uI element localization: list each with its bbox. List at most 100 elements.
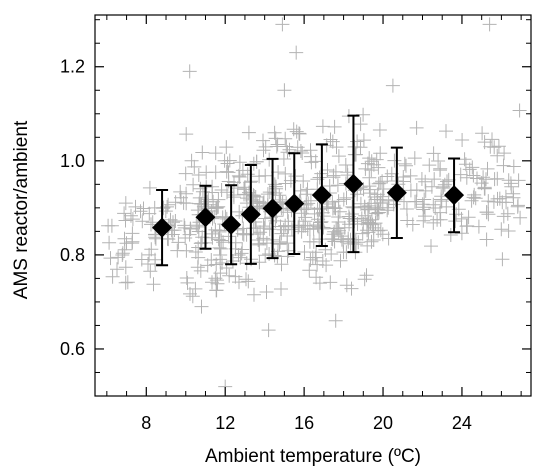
scatter-point — [362, 151, 377, 166]
scatter-point — [219, 140, 234, 155]
scatter-point — [274, 226, 289, 241]
scatter-point — [252, 169, 267, 184]
scatter-point — [214, 233, 229, 248]
scatter-point — [231, 248, 246, 262]
scatter-point — [381, 200, 396, 215]
scatter-point — [293, 144, 308, 158]
scatter-point — [307, 206, 322, 221]
scatter-point — [220, 156, 235, 171]
scatter-point — [343, 236, 358, 251]
x-tick-label: 24 — [452, 413, 472, 433]
scatter-point — [376, 182, 391, 196]
x-tick-label: 8 — [141, 413, 151, 433]
scatter-point — [487, 172, 502, 187]
scatter-point — [179, 127, 194, 142]
y-tick-label: 1.2 — [60, 57, 85, 77]
scatter-point — [270, 137, 285, 152]
scatter-point — [418, 183, 433, 198]
scatter-point — [117, 206, 132, 221]
scatter-point — [276, 222, 291, 237]
scatter-point — [380, 203, 395, 218]
scatter-point — [396, 170, 411, 184]
scatter-point — [205, 230, 220, 245]
scatter-point — [462, 162, 477, 177]
scatter-point — [261, 323, 276, 338]
scatter-point — [360, 202, 375, 216]
scatter-point — [267, 177, 282, 192]
scatter-point — [414, 172, 429, 186]
scatter-point — [440, 174, 454, 189]
scatter-point — [125, 226, 140, 241]
scatter-point — [305, 250, 320, 265]
scatter-point — [118, 260, 133, 275]
scatter-point — [269, 139, 284, 154]
scatter-point — [465, 160, 480, 175]
scatter-point — [459, 219, 474, 234]
scatter-point — [360, 238, 375, 253]
scatter-point — [239, 272, 253, 287]
scatter-point — [256, 219, 271, 234]
scatter-point — [312, 170, 327, 185]
scatter-point — [479, 232, 494, 247]
y-tick-label: 0.8 — [60, 245, 85, 265]
scatter-point — [313, 215, 328, 230]
scatter-point — [455, 133, 470, 147]
scatter-point — [443, 228, 458, 242]
mean-diamond — [152, 217, 173, 238]
scatter-point — [409, 120, 424, 135]
scatter-point — [482, 17, 497, 32]
scatter-point — [474, 176, 489, 191]
scatter-point — [327, 224, 342, 239]
scatter-point — [253, 225, 268, 240]
scatter-point — [501, 224, 516, 238]
scatter-point — [289, 45, 304, 60]
scatter-point — [296, 174, 311, 188]
scatter-point — [187, 159, 202, 174]
scatter-point — [232, 155, 247, 170]
mean-point — [240, 164, 261, 265]
scatter-point — [312, 276, 327, 291]
scatter-point — [477, 180, 492, 195]
scatter-point — [480, 161, 495, 176]
mean-diamond — [386, 182, 407, 203]
scatter-point — [188, 281, 203, 296]
scatter-point — [461, 210, 476, 225]
scatter-point — [191, 224, 206, 239]
x-tick-labels: 8 12 16 20 24 — [141, 413, 472, 433]
scatter-point — [226, 188, 241, 202]
scatter-point — [300, 182, 315, 197]
scatter-point — [366, 233, 381, 247]
scatter-point — [146, 277, 161, 292]
scatter-point — [303, 252, 318, 267]
scatter-point — [235, 226, 250, 241]
scatter-point — [274, 257, 289, 272]
scatter-point — [368, 206, 383, 221]
scatter-point — [247, 287, 261, 302]
scatter-point — [500, 206, 515, 221]
scatter-point — [360, 156, 375, 171]
scatter-point — [479, 205, 494, 220]
scatter-point — [323, 132, 338, 147]
mean-diamond — [311, 185, 332, 206]
scatter-point — [422, 158, 437, 173]
scatter-point — [353, 196, 368, 211]
scatter-point — [372, 123, 387, 137]
scatter-point — [283, 173, 298, 188]
scatter-point — [212, 240, 227, 255]
scatter-point — [136, 201, 151, 216]
mean-point — [311, 143, 332, 247]
scatter-point — [373, 223, 388, 238]
scatter-point — [475, 126, 490, 141]
mean-diamond — [284, 193, 305, 214]
scatter-point — [178, 166, 193, 181]
mean-point — [152, 188, 173, 267]
scatter-point — [430, 212, 445, 227]
scatter-point — [416, 213, 431, 228]
scatter-point — [481, 194, 496, 209]
scatter-point — [467, 187, 482, 202]
scatter-point — [436, 179, 451, 194]
scatter-point — [128, 199, 143, 214]
scatter-point — [511, 173, 526, 188]
x-axis-title: Ambient temperature (ºC) — [205, 446, 421, 467]
scatter-point — [209, 283, 224, 298]
